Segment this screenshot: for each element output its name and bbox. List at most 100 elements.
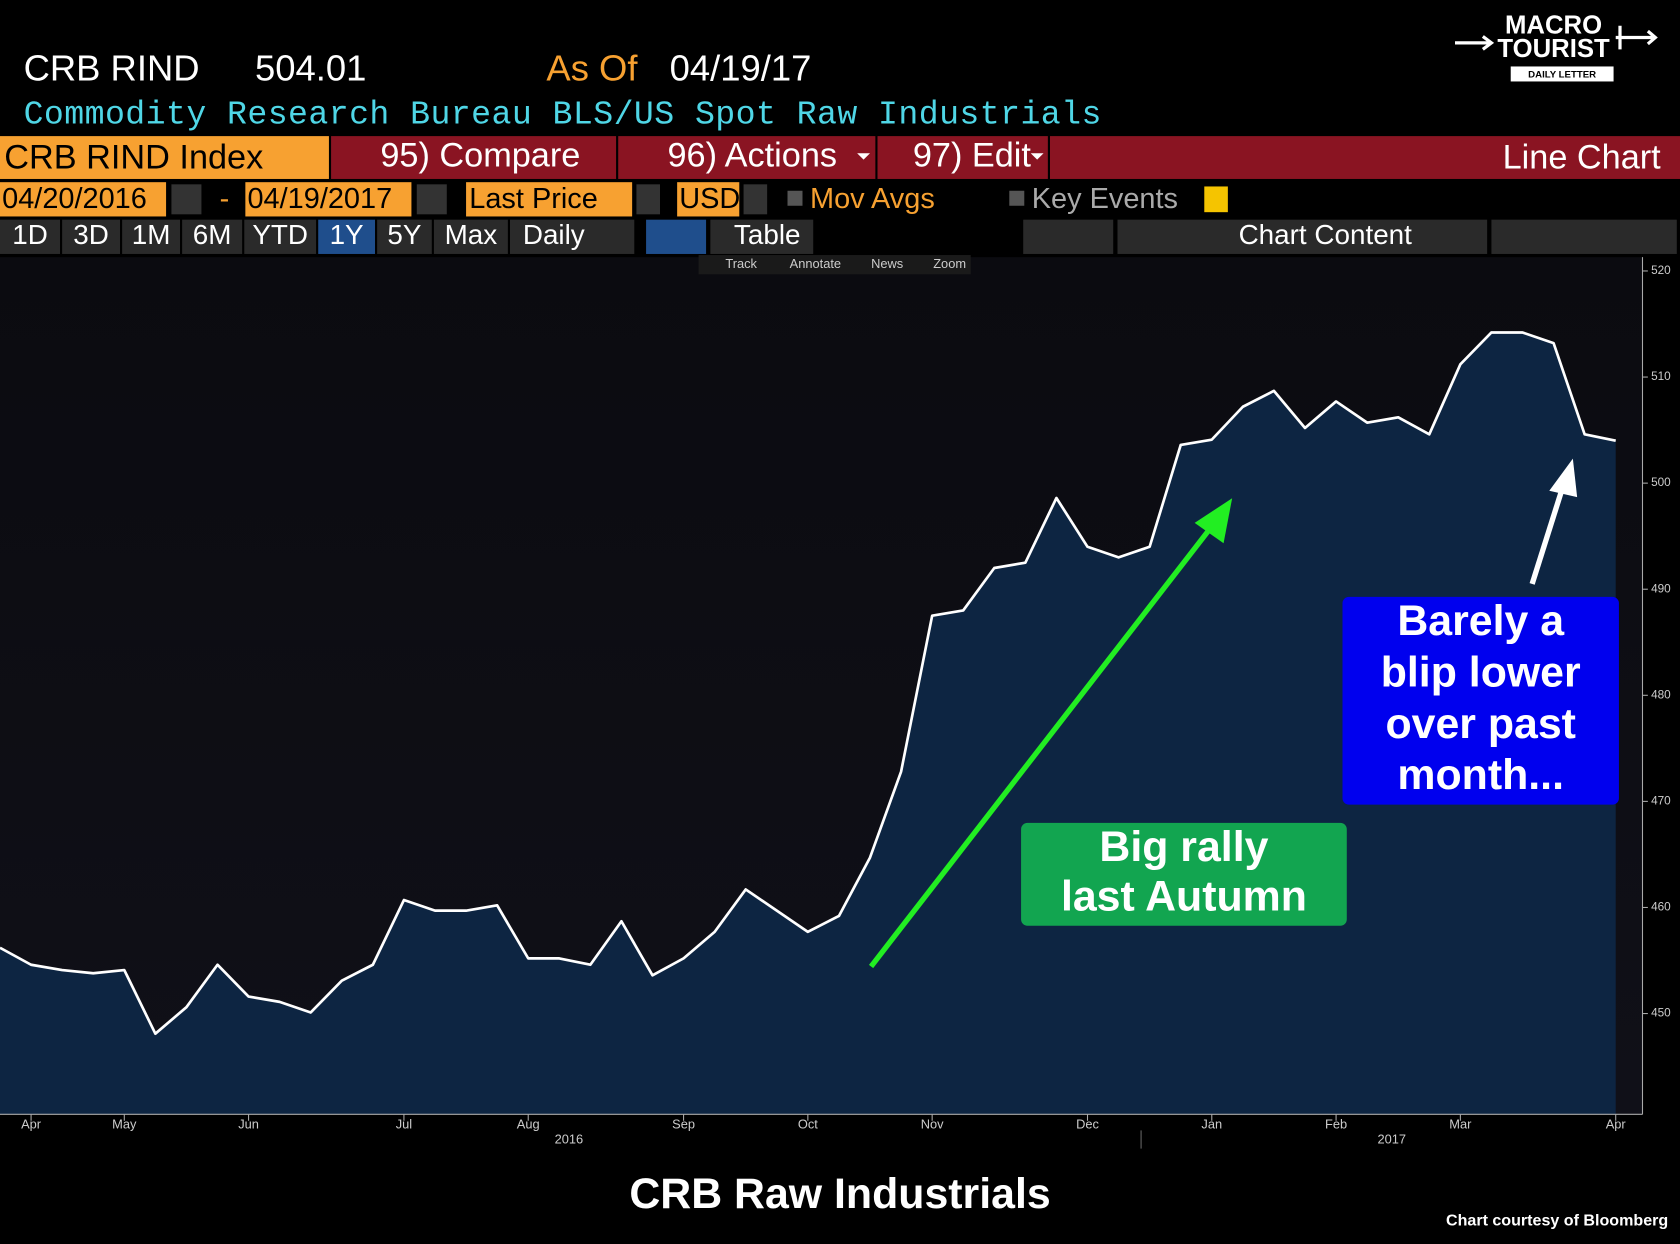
logo-banner bbox=[1510, 66, 1614, 82]
dropdown[interactable] bbox=[743, 184, 768, 215]
dropdown[interactable] bbox=[636, 184, 660, 215]
logo-arrows bbox=[1455, 25, 1658, 51]
description: Commodity Research Bureau BLS/US Spot Ra… bbox=[24, 95, 1102, 133]
logo: TOURIST bbox=[1497, 35, 1610, 63]
period-button[interactable] bbox=[122, 219, 180, 254]
actions: 96) Actions bbox=[668, 137, 838, 175]
tool-label: Track bbox=[725, 256, 757, 271]
y-tick-label: 500 bbox=[1651, 476, 1671, 489]
tool-label: Annotate bbox=[790, 256, 841, 271]
x-tick-label: Mar bbox=[1449, 1116, 1472, 1131]
checkbox[interactable] bbox=[1009, 190, 1025, 206]
x-tick-label: Dec bbox=[1076, 1116, 1099, 1131]
period-button[interactable] bbox=[0, 219, 60, 254]
field-box[interactable] bbox=[466, 182, 633, 217]
year-label: 2017 bbox=[1377, 1131, 1406, 1146]
x-tick-label: May bbox=[112, 1116, 137, 1131]
calendar-icon[interactable] bbox=[171, 184, 202, 215]
field: Last Price bbox=[469, 183, 598, 215]
date-box[interactable] bbox=[245, 182, 412, 217]
y-tick-label: 480 bbox=[1651, 688, 1671, 701]
button[interactable] bbox=[618, 136, 876, 179]
mov-avgs: Mov Avgs bbox=[810, 183, 935, 215]
period-button[interactable] bbox=[433, 219, 508, 254]
annotation-text: month... bbox=[1397, 751, 1564, 799]
chart-tools bbox=[698, 255, 971, 275]
chart-type: Line Chart bbox=[1503, 139, 1662, 177]
button[interactable] bbox=[1117, 219, 1488, 254]
x-tick-label: Jan bbox=[1201, 1116, 1222, 1131]
x-tick-label: Apr bbox=[21, 1116, 42, 1131]
line-icon-button[interactable] bbox=[646, 219, 707, 254]
year-label: 2016 bbox=[555, 1131, 584, 1146]
dash: - bbox=[220, 183, 230, 215]
price: 504.01 bbox=[255, 47, 366, 88]
arrow bbox=[868, 523, 1215, 969]
chart-content: Chart Content bbox=[1239, 219, 1413, 250]
collapse-button[interactable] bbox=[1023, 219, 1114, 254]
period-label: 1Y bbox=[330, 219, 364, 250]
period-button[interactable] bbox=[318, 219, 375, 254]
logo: MACRO bbox=[1505, 12, 1602, 40]
button[interactable] bbox=[331, 136, 617, 179]
button[interactable] bbox=[710, 219, 814, 254]
annotation-text: blip lower bbox=[1381, 648, 1581, 696]
period-label: 3D bbox=[73, 219, 109, 250]
period-label: 6M bbox=[193, 219, 232, 250]
x-tick-label: Jul bbox=[396, 1116, 412, 1131]
annotation-text: Barely a bbox=[1397, 597, 1565, 645]
annotation-text: over past bbox=[1385, 700, 1576, 748]
y-tick-label: 450 bbox=[1651, 1007, 1671, 1020]
line bbox=[0, 331, 1616, 1036]
settings-button[interactable] bbox=[1491, 219, 1677, 254]
tool-label: Zoom bbox=[933, 256, 966, 271]
x-tick-label: Oct bbox=[798, 1116, 818, 1131]
period-label: 1D bbox=[12, 219, 48, 250]
security: CRB RIND Index bbox=[4, 139, 263, 177]
security-box[interactable] bbox=[0, 136, 329, 179]
button[interactable] bbox=[877, 136, 1048, 179]
arrowhead bbox=[1194, 498, 1233, 544]
period-label: Max bbox=[445, 219, 498, 250]
as-of-label: As Of bbox=[546, 47, 638, 88]
period-label: YTD bbox=[252, 219, 308, 250]
tool-label: News bbox=[871, 256, 903, 271]
period-button[interactable] bbox=[182, 219, 243, 254]
checkbox[interactable] bbox=[787, 190, 803, 206]
date-box[interactable] bbox=[0, 182, 167, 217]
chart-type-bar[interactable] bbox=[1050, 136, 1680, 179]
end-date: 04/19/2017 bbox=[247, 183, 392, 215]
x-tick-label: Sep bbox=[672, 1116, 695, 1131]
info-icon[interactable] bbox=[1204, 186, 1228, 213]
as-of-date: 04/19/17 bbox=[670, 47, 812, 88]
y-tick-label: 470 bbox=[1651, 794, 1671, 807]
x-tick-label: Feb bbox=[1325, 1116, 1347, 1131]
arrowhead bbox=[1549, 458, 1578, 498]
annotation-text: last Autumn bbox=[1061, 872, 1307, 920]
currency: USD bbox=[679, 183, 740, 215]
frequency: Daily bbox=[523, 219, 585, 250]
logo: DAILY LETTER bbox=[1528, 70, 1596, 81]
footer-title: CRB Raw Industrials bbox=[629, 1170, 1050, 1218]
period-button[interactable] bbox=[377, 219, 432, 254]
x-tick-label: Aug bbox=[517, 1116, 540, 1131]
x-tick-label: Nov bbox=[921, 1116, 944, 1131]
currency-box[interactable] bbox=[677, 182, 740, 217]
button[interactable] bbox=[510, 219, 635, 254]
table: Table bbox=[734, 219, 801, 250]
annotation-text: Big rally bbox=[1099, 823, 1268, 871]
credit: Chart courtesy of Bloomberg bbox=[1446, 1212, 1668, 1230]
period-label: 1M bbox=[132, 219, 171, 250]
arrow bbox=[1529, 481, 1567, 585]
period-button[interactable] bbox=[62, 219, 120, 254]
calendar-icon[interactable] bbox=[416, 184, 447, 215]
y-tick-label: 460 bbox=[1651, 901, 1671, 914]
period-button[interactable] bbox=[244, 219, 317, 254]
edit: 97) Edit bbox=[913, 137, 1032, 175]
y-tick-label: 520 bbox=[1651, 264, 1671, 277]
compare: 95) Compare bbox=[380, 137, 580, 175]
annotation-box bbox=[1342, 596, 1619, 805]
y-tick-label: 510 bbox=[1651, 370, 1671, 383]
